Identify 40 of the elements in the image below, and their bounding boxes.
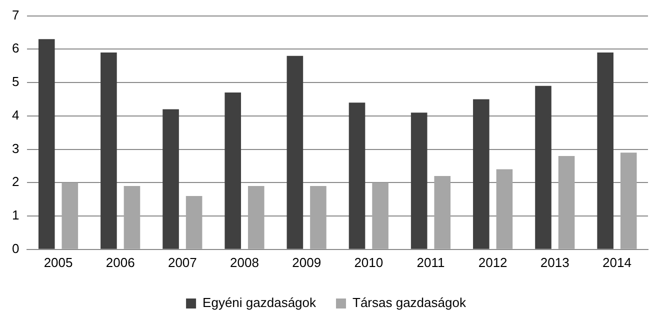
x-tick-label: 2013	[540, 254, 570, 270]
bar	[558, 156, 575, 249]
bar	[124, 186, 140, 249]
y-tick-label: 4	[12, 107, 20, 122]
bar	[620, 152, 637, 249]
x-tick-label: 2014	[602, 254, 632, 270]
y-tick-label: 5	[12, 74, 20, 90]
bar	[162, 109, 179, 249]
bar	[372, 182, 388, 249]
x-tick-label: 2012	[478, 254, 508, 270]
bar	[535, 86, 552, 249]
bar	[286, 56, 304, 249]
bar	[410, 112, 428, 249]
y-tick-label: 7	[12, 7, 20, 22]
bar	[224, 92, 242, 249]
bar	[473, 99, 490, 249]
bar	[186, 196, 202, 249]
x-tick-label: 2011	[416, 254, 445, 270]
y-tick-label: 6	[12, 40, 20, 56]
bar	[38, 39, 55, 249]
x-tick-label: 2008	[230, 254, 259, 270]
x-tick-label: 2010	[354, 254, 384, 270]
x-tick-label: 2006	[106, 254, 135, 270]
bar	[496, 169, 513, 249]
legend-label: Egyéni gazdaságok	[202, 295, 317, 310]
bar	[434, 176, 451, 249]
y-tick-label: 3	[12, 140, 20, 156]
x-tick-label: 2009	[292, 254, 322, 270]
bar	[248, 186, 264, 249]
bar	[348, 102, 366, 249]
x-tick-label: 2005	[44, 254, 73, 270]
bar	[100, 52, 117, 249]
legend-label: Társas gazdaságok	[352, 295, 466, 310]
bar	[310, 186, 326, 249]
bar	[597, 52, 614, 249]
bar	[62, 182, 78, 249]
y-tick-label: 0	[12, 240, 20, 256]
y-tick-label: 2	[12, 174, 20, 190]
y-tick-label: 1	[12, 208, 20, 223]
x-tick-label: 2007	[168, 254, 197, 270]
